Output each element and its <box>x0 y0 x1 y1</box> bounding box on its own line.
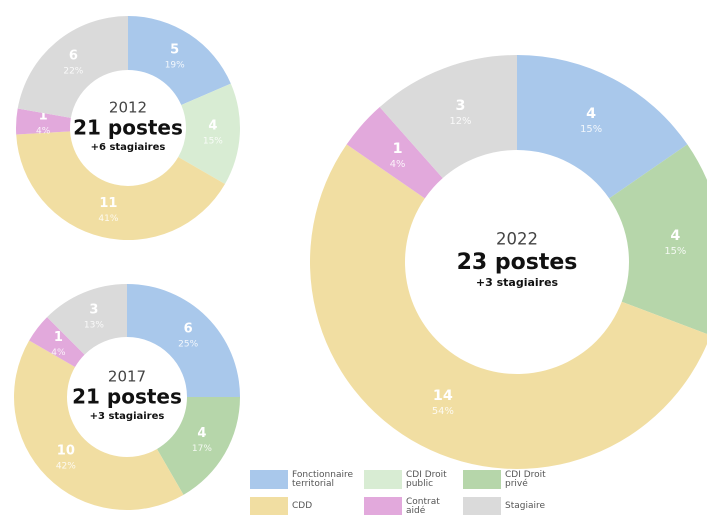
slice-percent: 13% <box>84 321 104 331</box>
legend-item: CDD <box>250 497 344 515</box>
slice-percent: 41% <box>98 214 118 224</box>
legend-item: CDI Droit public <box>364 470 458 489</box>
slice-value: 6 <box>184 321 193 336</box>
legend-label: Contrat aidé <box>406 496 440 515</box>
slice <box>47 284 127 355</box>
slice <box>29 317 85 367</box>
chart-title: 2022 <box>496 230 538 249</box>
legend-label: CDI Droit public <box>406 469 447 489</box>
legend-label: Stagiaire <box>505 501 546 511</box>
slice-percent: 15% <box>203 136 223 146</box>
slice-percent: 15% <box>664 246 686 257</box>
slice <box>16 108 71 135</box>
slice <box>310 144 707 469</box>
chart-subtitle: 23 postes <box>457 250 578 275</box>
slice <box>346 107 443 199</box>
slice-value: 10 <box>57 444 75 459</box>
slice-percent: 4% <box>390 159 406 170</box>
chart-subtitle: 21 postes <box>72 385 182 409</box>
chart-annotation: +3 stagiaires <box>90 411 165 422</box>
chart-annotation: +6 stagiaires <box>91 142 166 153</box>
legend-item: CDI Droit privé <box>463 470 557 489</box>
legend-swatch <box>364 497 402 515</box>
slice-value: 3 <box>455 98 465 114</box>
slice-value: 4 <box>586 106 596 122</box>
slice-value: 1 <box>39 109 48 124</box>
slice-percent: 12% <box>449 116 471 127</box>
legend-swatch <box>463 497 501 515</box>
slice-percent: 54% <box>432 406 454 417</box>
legend-item: Contrat aidé <box>364 497 458 515</box>
legend-swatch <box>250 470 288 489</box>
slice <box>609 144 707 335</box>
legend-swatch <box>250 497 288 515</box>
legend-swatch <box>463 470 501 489</box>
slice <box>16 131 225 240</box>
slice-value: 1 <box>393 141 403 157</box>
chart-subtitle: 21 postes <box>73 116 183 140</box>
slice-percent: 42% <box>56 462 76 472</box>
slice-percent: 17% <box>192 444 212 454</box>
slice-percent: 25% <box>178 339 198 349</box>
slice-value: 4 <box>670 228 680 244</box>
chart-title: 2012 <box>109 99 147 117</box>
slice <box>178 83 240 184</box>
slice-value: 4 <box>197 426 206 441</box>
slice-value: 4 <box>208 118 217 133</box>
legend-label: CDD <box>292 501 313 511</box>
legend-label: CDI Droit privé <box>505 469 546 489</box>
slice <box>128 16 231 106</box>
chart-title: 2017 <box>108 368 146 386</box>
slice <box>517 55 688 199</box>
slice-value: 11 <box>99 196 117 211</box>
slice-percent: 15% <box>580 124 602 135</box>
legend-label: Fonctionnaire territorial <box>292 469 354 489</box>
slice <box>379 55 517 179</box>
slice-percent: 19% <box>165 60 185 70</box>
legend-item: Fonctionnaire territorial <box>250 469 354 489</box>
legend-swatch <box>364 470 402 489</box>
slice-percent: 4% <box>51 348 66 358</box>
slice-value: 6 <box>69 48 78 63</box>
slice <box>157 397 240 495</box>
slice-percent: 22% <box>63 66 83 76</box>
slice-value: 1 <box>54 330 63 345</box>
slice-value: 5 <box>170 42 179 57</box>
slice-percent: 4% <box>36 127 51 137</box>
slice-value: 14 <box>433 388 453 404</box>
slice <box>14 340 184 510</box>
slice <box>127 284 240 397</box>
slice-value: 3 <box>89 303 98 318</box>
chart-annotation: +3 stagiaires <box>476 276 559 289</box>
slice <box>17 15 129 118</box>
legend-item: Stagiaire <box>463 497 557 515</box>
